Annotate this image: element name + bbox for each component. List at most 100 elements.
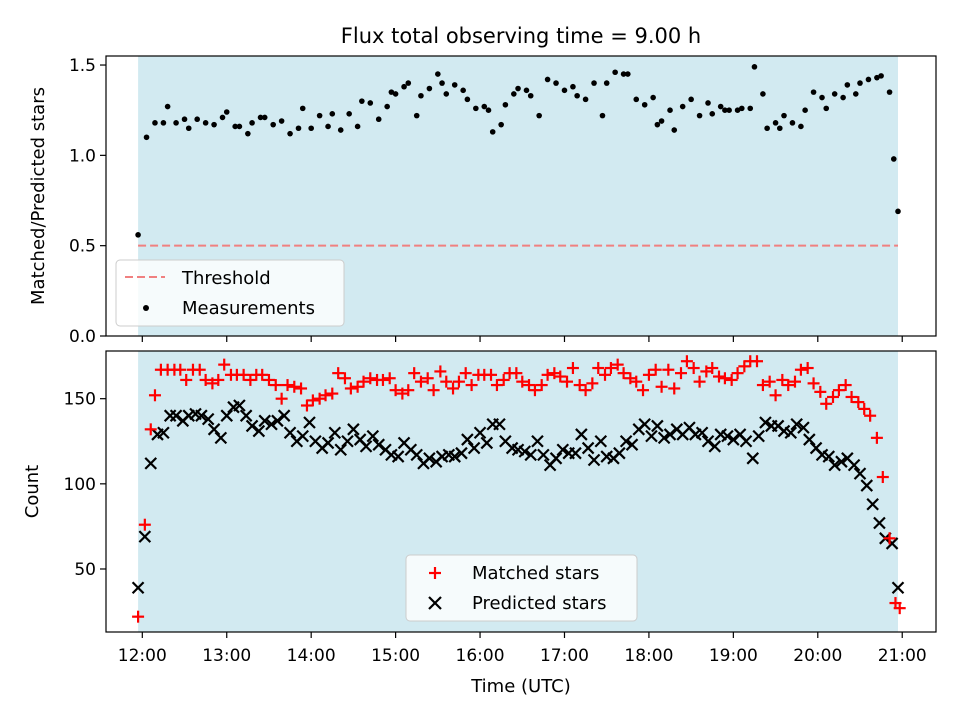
matched-star-point [566,362,579,375]
predicted-star-point [790,417,803,431]
matched-star-point [414,375,427,388]
matched-star-point [668,382,681,395]
predicted-star-point [461,433,474,446]
predicted-star-point [138,530,152,543]
measurement-point [464,96,471,103]
predicted-star-point [828,458,841,472]
measurement-point [633,96,640,103]
measurement-point [236,123,243,130]
predicted-star-point [131,581,145,594]
matched-star-point [680,355,693,368]
matched-star-point [845,390,858,403]
matched-star-point [655,380,668,393]
matched-star-point [611,358,624,371]
matched-star-point [485,368,498,381]
ratio-legend-box [115,259,345,327]
matched-star-point [434,365,447,378]
measurement-point [299,105,306,112]
measurement-point [413,112,420,119]
measurement-point [511,91,517,97]
y-tick-label: 1.5 [69,56,96,76]
measurement-point [667,107,673,113]
predicted-star-point [645,429,658,443]
matched-star-point [332,367,345,380]
measurement-point [498,121,504,128]
measurement-point [852,91,859,97]
y-tick-label: 1.0 [69,146,96,166]
measurement-point [287,130,293,137]
measurement-point [527,92,534,99]
measurement-point [874,74,880,81]
measurement-point [599,112,606,119]
matched-star-point [693,375,706,388]
measurement-point [819,94,825,101]
measurement-point [671,127,678,133]
measurement-point [481,103,488,110]
matched-star-point [788,375,801,388]
matched-star-point [725,373,738,386]
ratio-legend: Threshold Measurements [115,259,345,327]
y-tick-label: 0.0 [69,327,96,347]
predicted-star-point [423,452,436,465]
predicted-star-point [480,436,494,450]
measurement-point [823,105,830,112]
matched-star-point [326,387,339,400]
matched-star-point [490,379,503,392]
predicted-star-point [619,434,633,448]
matched-star-point [364,372,377,385]
x-tick-label: 14:00 [287,646,336,666]
measurement-point [152,120,158,126]
predicted-star-point [581,441,595,455]
y-tick-label: 50 [74,560,96,580]
x-tick-label: 21:00 [878,646,927,666]
matched-star-point [510,367,523,380]
predicted-star-point [701,434,715,448]
matched-stars-legend-label: Matched stars [472,563,599,584]
predicted-star-point [657,431,671,445]
predicted-star-point [531,434,544,448]
measurement-point [772,120,779,126]
measurement-point [798,123,804,130]
measurement-point [802,107,808,113]
measurement-point [388,89,395,95]
y-tick-label: 150 [64,390,96,410]
x-tick-label: 17:00 [540,646,589,666]
predicted-star-point [822,450,836,463]
matched-star-point [604,362,617,375]
predicted-star-point [784,426,798,440]
ratio-y-axis-label: Matched/Predicted stars [28,87,49,305]
measurement-point [857,80,863,86]
predicted-star-point [625,438,639,451]
ratio-y-axis-ticks: 0.0 0.5 1.0 1.5 [69,56,106,347]
measurement-point [747,105,754,112]
measurement-point [726,107,732,113]
measurement-point [502,101,509,108]
matched-star-point [174,363,187,376]
measurement-point [257,114,264,121]
predicted-star-point [258,414,272,428]
measurement-point [329,111,336,117]
matched-star-point [662,363,675,376]
measurement-point [295,125,302,132]
matched-star-point [465,379,478,392]
matched-star-point [193,363,206,376]
measurement-point [840,94,846,101]
measurement-point [219,114,226,121]
x-tick-label: 13:00 [202,646,251,666]
measurement-point [443,91,450,97]
matched-star-point [138,518,151,531]
predicted-star-point [473,426,487,440]
predicted-star-point [746,452,760,465]
predicted-star-point [556,443,570,457]
predicted-star-point [245,419,259,433]
measurement-point [625,71,631,77]
matched-star-point [893,602,906,615]
measurement-point [612,69,618,76]
matched-star-point [718,372,731,385]
measurement-point [346,111,352,117]
measurement-point [886,89,893,95]
measurement-point [160,120,167,126]
matched-star-point [288,380,301,393]
matched-stars-legend-swatch [429,567,441,579]
